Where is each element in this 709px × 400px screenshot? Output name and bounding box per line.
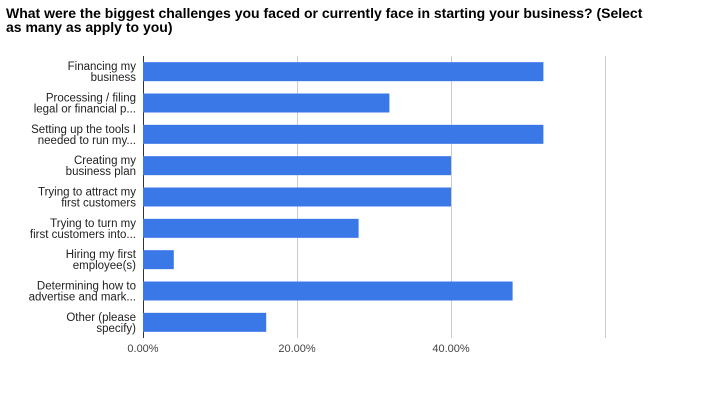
- category-label: Financing my: [68, 61, 137, 73]
- category-label: Hiring my first: [66, 249, 137, 261]
- category-label: Trying to turn my: [50, 218, 136, 230]
- bar: [143, 281, 513, 301]
- category-label: Determining how to: [37, 281, 136, 293]
- bar: [143, 156, 451, 176]
- category-label: business plan: [66, 166, 136, 178]
- category-label: specify): [96, 323, 136, 335]
- category-label: Setting up the tools I: [31, 124, 136, 136]
- category-label: legal or financial p...: [34, 104, 136, 116]
- category-label: first customers into...: [30, 229, 136, 241]
- bar: [143, 312, 267, 332]
- category-label: Creating my: [74, 155, 136, 167]
- category-label: Other (please: [66, 312, 136, 324]
- x-tick-label: 0.00%: [127, 343, 158, 355]
- category-label: employee(s): [73, 260, 136, 272]
- bar: [143, 124, 544, 144]
- category-label: Trying to attract my: [38, 187, 136, 199]
- chart-title: What were the biggest challenges you fac…: [6, 5, 643, 35]
- category-label: advertise and mark...: [29, 292, 136, 304]
- bar: [143, 93, 390, 113]
- category-label: first customers: [61, 198, 136, 210]
- x-tick-label: 40.00%: [432, 343, 470, 355]
- bar: [143, 62, 544, 82]
- category-label: needed to run my...: [38, 135, 136, 147]
- bar: [143, 250, 174, 270]
- category-label: business: [91, 72, 137, 84]
- bar: [143, 187, 451, 207]
- category-label: Processing / filing: [46, 93, 136, 105]
- bar: [143, 218, 359, 238]
- x-tick-label: 20.00%: [278, 343, 316, 355]
